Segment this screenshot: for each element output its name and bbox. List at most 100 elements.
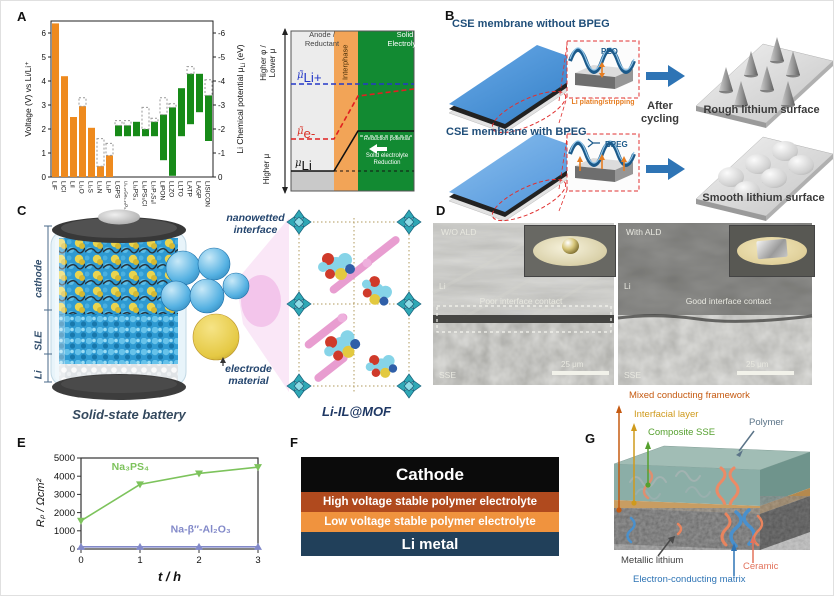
panel-g-composite-architecture <box>613 405 811 576</box>
battery-layer-li-label: Li <box>33 370 45 380</box>
ionic-liquid-rods-icon <box>304 236 400 382</box>
metallic-lithium-label: Metallic lithium <box>621 555 684 566</box>
layer-li-metal: Li metal <box>301 532 559 556</box>
wo-ald-tag: W/O ALD <box>441 227 477 237</box>
svg-text:Li₆PS₅Cl: Li₆PS₅Cl <box>141 181 148 207</box>
layer-bracket <box>44 225 52 383</box>
panel-letter-c: C <box>17 203 27 218</box>
svg-text:Na₃PS₄: Na₃PS₄ <box>112 461 149 473</box>
panel-f-layer-stack: Cathode High voltage stable polymer elec… <box>301 457 559 556</box>
li-label-left: Li <box>439 281 446 291</box>
after-cycling-arrow-bottom-icon <box>646 158 685 180</box>
battery-layer-cathode-label: cathode <box>33 259 45 298</box>
after-cycling-arrow-top-icon <box>646 65 685 87</box>
panel-letter-d: D <box>436 203 446 218</box>
svg-text:0: 0 <box>78 555 83 566</box>
svg-text:5: 5 <box>42 53 47 62</box>
sse-label-right: SSE <box>624 370 642 380</box>
sse-label-left: SSE <box>439 370 457 380</box>
svg-text:LiCl: LiCl <box>60 181 67 193</box>
svg-text:2: 2 <box>196 555 201 566</box>
svg-text:t / h: t / h <box>158 569 181 584</box>
electrode-material-label: electrode material <box>225 363 272 388</box>
svg-text:Rₚ / Ωcm²: Rₚ / Ωcm² <box>35 478 47 527</box>
rough-lithium-surface-label: Rough lithium surface <box>703 104 820 116</box>
ceramic-label: Ceramic <box>743 561 779 572</box>
svg-text:2: 2 <box>42 125 47 134</box>
svg-text:0: 0 <box>218 173 223 182</box>
mu-li-ion-label: μ̃Li+ <box>297 70 322 86</box>
layer-low-voltage-electrolyte: Low voltage stable polymer electrolyte <box>301 512 559 532</box>
panel-a-energy-diagram <box>282 28 415 194</box>
membrane-without-bpeg-title: CSE membrane without BPEG <box>452 18 610 30</box>
mu-li-label: μLi <box>295 158 312 174</box>
pellet-photo-inset-left <box>524 225 616 277</box>
diagram-axis-bottom-label: Higher μ <box>262 153 271 185</box>
diagram-anode-column-label: Anode / Reductant <box>304 30 340 48</box>
svg-text:-2: -2 <box>218 125 226 134</box>
svg-text:-6: -6 <box>218 29 226 38</box>
rough-lithium-surface-plate <box>695 37 833 128</box>
panel-c-illustration <box>44 209 422 400</box>
svg-text:-1: -1 <box>218 149 226 158</box>
cse-membrane-with-bpeg <box>448 133 594 222</box>
svg-text:4000: 4000 <box>54 471 75 482</box>
svg-text:-3: -3 <box>218 101 226 110</box>
li-plating-stripping-label: Li plating/stripping <box>571 99 635 106</box>
svg-text:Li₃.₂₅Ge₀.₂₅P₀.₇₅S₄: Li₃.₂₅Ge₀.₂₅P₀.₇₅S₄ <box>124 181 129 219</box>
li-ball-icon <box>562 238 579 254</box>
panel-e-resistance-line-chart: 0 1000 2000 3000 4000 5000 0 1 2 3 Rₚ / Ωcm² t / h N… <box>35 453 262 584</box>
svg-text:4: 4 <box>42 77 47 86</box>
svg-text:Li₃P: Li₃P <box>105 181 112 193</box>
nanowetted-interface-label: nanowetted interface <box>226 212 285 237</box>
solid-state-battery-cylinder <box>44 209 187 400</box>
svg-text:Li₂O: Li₂O <box>78 181 85 194</box>
panel-a-voltage-window-bar-chart: 0 0 1 -1 2 -2 3 -3 4 -4 5 -5 6 -6 Voltage (V) vs Li/Li… <box>23 20 247 219</box>
panel-letter-g: G <box>585 431 596 446</box>
bpeg-branch-icon <box>587 138 600 148</box>
svg-text:Li₃PS₄: Li₃PS₄ <box>132 181 139 200</box>
membrane-with-bpeg-title: CSE membrane with BPEG <box>446 126 587 138</box>
svg-text:5000: 5000 <box>54 453 75 464</box>
with-ald-tag: With ALD <box>626 227 662 237</box>
pellet-photo-inset-right <box>729 225 815 277</box>
good-interface-contact-label: Good interface contact <box>685 296 772 306</box>
svg-text:LiI: LiI <box>69 181 76 188</box>
panel-letter-e: E <box>17 435 26 450</box>
panel-letter-a: A <box>17 9 27 24</box>
lithium-dome-bumps-icon <box>718 141 814 201</box>
svg-text:-5: -5 <box>218 53 226 62</box>
svg-text:LLZO: LLZO <box>168 181 175 197</box>
panel-letter-f: F <box>290 435 298 450</box>
annotation-arrows <box>616 405 756 576</box>
svg-text:1000: 1000 <box>54 526 75 537</box>
svg-text:1: 1 <box>42 149 47 158</box>
svg-text:LATP: LATP <box>186 181 193 197</box>
reduction-potential-label: Reduction potential <box>363 136 411 142</box>
panel-b-illustration <box>448 37 833 222</box>
poor-interface-contact-label: Poor interface contact <box>479 296 563 306</box>
mu-electron-label: μ̃e- <box>297 126 316 142</box>
peo-interface-inset <box>566 40 640 99</box>
svg-text:3: 3 <box>42 101 47 110</box>
solid-electrolyte-reduction-label: Solid electrolyte Reduction <box>365 153 409 166</box>
nanowetted-interface-cluster <box>160 218 289 392</box>
layer-high-voltage-electrolyte: High voltage stable polymer electrolyte <box>301 492 559 512</box>
svg-text:3000: 3000 <box>54 490 75 501</box>
composite-sse-label: Composite SSE <box>648 427 716 438</box>
bpeg-interface-inset <box>566 133 640 192</box>
diagram-solid-electrolyte-column-label: Solid Electrolyte <box>387 30 423 48</box>
bpeg-label: BPEG <box>605 140 628 149</box>
svg-text:LiPON: LiPON <box>159 181 166 200</box>
svg-text:0: 0 <box>70 544 75 555</box>
li-il-mof-structure <box>286 209 422 399</box>
svg-text:-4: -4 <box>218 77 226 86</box>
scale-bar-left <box>552 371 609 375</box>
svg-text:LAGP: LAGP <box>195 181 202 198</box>
li-il-mof-caption: Li-IL@MOF <box>322 404 391 419</box>
svg-text:LiF: LiF <box>51 181 58 190</box>
svg-text:0: 0 <box>42 173 47 182</box>
svg-text:1: 1 <box>137 555 142 566</box>
li-foil-icon <box>756 238 788 260</box>
